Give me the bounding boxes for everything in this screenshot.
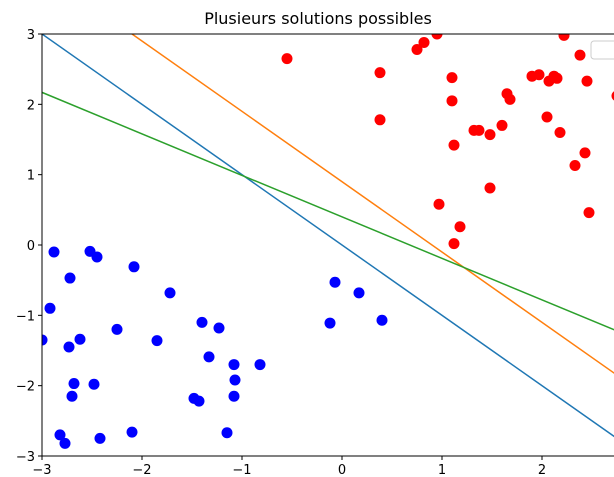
red-point [433,198,445,210]
red-point [541,111,553,123]
blue-point [66,390,78,402]
blue-point [126,426,138,438]
blue-point [44,302,56,314]
separator-line-3 [42,91,614,331]
blue-point [59,437,71,449]
y-tick-label: 2 [27,98,35,113]
blue-point [74,333,86,345]
red-point [581,75,593,87]
chart-title: Plusieurs solutions possibles [204,9,432,28]
blue-point [196,316,208,328]
blue-point [42,334,48,346]
red-point [281,53,293,65]
blue-point [353,287,365,299]
blue-point [329,276,341,288]
blue-point [193,395,205,407]
blue-point [64,272,76,284]
x-tick-label: 0 [338,463,346,477]
blue-point [151,335,163,347]
red-point [558,34,570,41]
y-tick-label: 0 [27,239,35,254]
blue-point [324,317,336,329]
blue-point [94,432,106,444]
blue-point [228,359,240,371]
blue-point [48,246,60,258]
red-point [496,119,508,131]
red-point [504,93,516,105]
blue-point [203,351,215,363]
y-tick-label: −3 [16,450,35,465]
red-point [579,147,591,159]
red-point [374,114,386,126]
blue-point [213,322,225,334]
blue-point [228,390,240,402]
red-point [583,207,595,219]
blue-point [221,427,233,439]
legend [590,40,614,60]
y-tick-label: 3 [27,28,35,43]
blue-point [68,378,80,390]
blue-point [128,261,140,273]
red-point [574,49,586,61]
red-point [454,221,466,233]
blue-point [376,314,388,326]
red-point [431,34,443,40]
red-point [554,126,566,138]
separator-line-1 [42,34,614,438]
separator-line-2 [131,34,614,374]
blue-point [164,287,176,299]
red-point [569,160,581,172]
red-point [551,72,563,84]
blue-point [229,374,241,386]
red-point [446,95,458,107]
blue-point [91,251,103,263]
blue-point [111,323,123,335]
x-tick-label: −2 [132,463,151,477]
red-point [484,182,496,194]
legend-box [590,40,614,60]
blue-point [54,429,66,441]
blue-point [63,341,75,353]
blue-point [88,378,100,390]
red-point [611,91,614,101]
x-tick-label: −3 [32,463,51,477]
blue-point [254,359,266,371]
y-tick-label: −1 [16,309,35,324]
red-point [448,238,460,250]
red-point [411,43,423,55]
red-point [418,36,430,48]
red-point [446,72,458,84]
y-tick-label: 1 [27,169,35,184]
red-point [448,139,460,151]
y-tick-label: −2 [16,380,35,395]
red-point [484,129,496,141]
red-point [533,69,545,81]
red-point [473,124,485,136]
x-tick-label: 1 [438,463,446,477]
plot-area [42,34,614,449]
x-tick-label: −1 [232,463,251,477]
red-point [374,67,386,79]
x-tick-label: 2 [538,463,546,477]
